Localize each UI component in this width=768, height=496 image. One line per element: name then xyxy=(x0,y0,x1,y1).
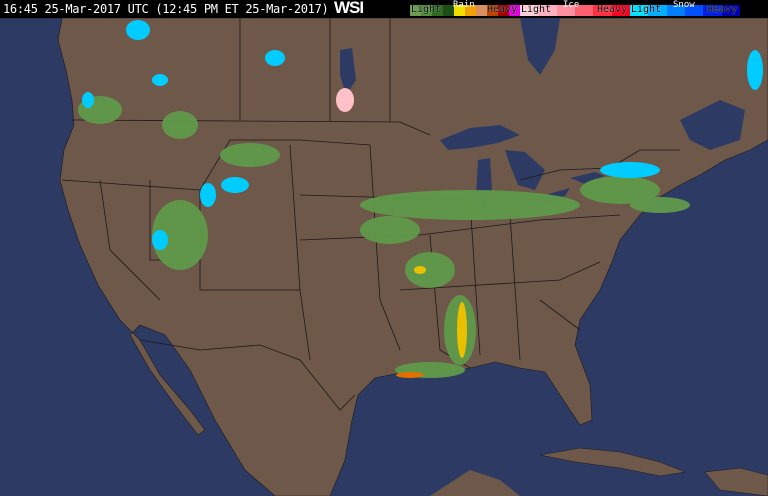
legend-swatch xyxy=(443,5,455,16)
lake-superior xyxy=(440,125,520,150)
yucatan xyxy=(430,470,520,496)
legend-heavy-label: Heavy xyxy=(707,4,738,15)
legend-swatch xyxy=(498,5,510,16)
legend-swatch xyxy=(465,5,477,16)
political-borders xyxy=(61,18,680,411)
legend-category-label: Rain xyxy=(453,0,475,10)
legend-swatch xyxy=(575,5,594,16)
legend-light-label: Light xyxy=(521,4,552,15)
james-bay xyxy=(520,18,560,75)
legend-swatch xyxy=(721,5,741,16)
legend-swatch xyxy=(685,5,704,16)
precipitation-ice xyxy=(336,88,354,112)
legend-heavy-label: Heavy xyxy=(597,4,628,15)
wsi-logo: WSI xyxy=(334,0,364,17)
cuba xyxy=(539,447,686,477)
legend-swatch xyxy=(666,5,686,16)
legend-category-label: Ice xyxy=(563,0,580,10)
lake-winnipeg xyxy=(340,48,356,95)
legend-swatch xyxy=(648,5,668,16)
legend-swatch xyxy=(509,5,521,16)
legend-swatch xyxy=(630,5,649,16)
legend-swatch xyxy=(611,5,631,16)
legend-swatch xyxy=(432,5,444,16)
legend-swatch xyxy=(703,5,723,16)
precipitation-rain xyxy=(78,96,690,378)
precipitation-legend: Light Heavy Rain Light Heavy Ice Light Heavy S… xyxy=(410,0,741,18)
legend-heavy-label: Heavy xyxy=(487,4,518,15)
legend-swatch xyxy=(556,5,576,16)
legend-swatch xyxy=(476,5,488,16)
legend-light-label: Light xyxy=(631,4,662,15)
legend-swatch xyxy=(520,5,539,16)
legend-swatch xyxy=(593,5,613,16)
precipitation-snow xyxy=(82,20,763,250)
header-bar: 16:45 25-Mar-2017 UTC (12:45 PM ET 25-Ma… xyxy=(0,0,768,18)
legend-category-label: Snow xyxy=(673,0,695,10)
legend-swatch xyxy=(410,5,422,16)
legend-swatch xyxy=(454,5,466,16)
lake-ontario xyxy=(570,172,605,184)
precipitation-heavy xyxy=(396,266,467,378)
hispaniola xyxy=(704,467,768,496)
legend-swatch xyxy=(538,5,558,16)
north-america-land xyxy=(0,17,768,496)
lake-huron xyxy=(505,150,545,190)
legend-swatch xyxy=(421,5,433,16)
gulf-st-lawrence xyxy=(680,100,745,150)
legend-light-label: Light xyxy=(411,4,442,15)
timestamp: 16:45 25-Mar-2017 UTC (12:45 PM ET 25-Ma… xyxy=(3,2,329,16)
legend-swatch xyxy=(487,5,499,16)
